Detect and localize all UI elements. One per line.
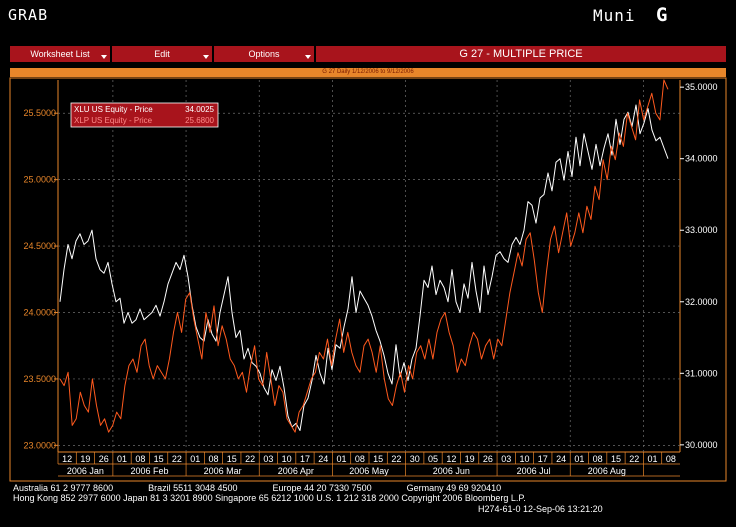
market-sector-label: Muni (593, 6, 636, 25)
function-letter: G (656, 4, 668, 26)
x-day-label: 03 (263, 454, 273, 464)
x-day-label: 15 (373, 454, 383, 464)
x-month-label: 2006 Jun (433, 466, 470, 476)
x-day-label: 01 (337, 454, 347, 464)
left-tick-label: 24.5000 (23, 241, 56, 251)
right-tick-label: 33.0000 (685, 225, 718, 235)
edit-menu[interactable]: Edit (112, 46, 212, 62)
x-month-label: 2006 Apr (278, 466, 314, 476)
right-tick-label: 34.0000 (685, 154, 718, 164)
legend-xlu-value: 34.0025 (185, 105, 214, 114)
legend-xlp-name: XLP US Equity - Price (74, 116, 153, 125)
left-tick-label: 23.0000 (23, 440, 56, 450)
xlu-price-line (59, 104, 669, 431)
x-day-label: 12 (62, 454, 72, 464)
legend-xlu-name: XLU US Equity - Price (74, 105, 153, 114)
footer-line-3: H274-61-0 12-Sep-06 13:21:20 (478, 504, 603, 514)
x-day-label: 19 (465, 454, 475, 464)
x-day-label: 22 (391, 454, 401, 464)
x-month-label: 2006 Jul (517, 466, 551, 476)
x-day-label: 08 (593, 454, 603, 464)
page-title: G 27 - MULTIPLE PRICE (316, 46, 726, 62)
dropdown-arrow-icon (305, 55, 311, 59)
x-month-label: 2006 Jan (67, 466, 104, 476)
legend-box (70, 102, 219, 128)
legend-xlp-value: 25.6800 (185, 116, 214, 125)
x-day-label: 08 (355, 454, 365, 464)
left-tick-label: 23.5000 (23, 374, 56, 384)
footer-line-1: Australia 61 2 9777 8600 Brazil 5511 304… (13, 483, 502, 493)
x-month-label: 2006 Feb (130, 466, 168, 476)
right-tick-label: 31.0000 (685, 368, 718, 378)
x-month-label: 2006 Aug (588, 466, 626, 476)
chart-frame (9, 77, 727, 482)
dropdown-arrow-icon (101, 55, 107, 59)
left-tick-label: 24.0000 (23, 308, 56, 318)
x-month-label: 2006 May (349, 466, 389, 476)
footer-line-2: Hong Kong 852 2977 6000 Japan 81 3 3201 … (13, 493, 526, 503)
x-day-label: 26 (483, 454, 493, 464)
xlp-price-line (59, 79, 669, 433)
x-day-label: 10 (282, 454, 292, 464)
x-day-label: 17 (538, 454, 548, 464)
x-day-label: 10 (519, 454, 529, 464)
x-day-label: 30 (410, 454, 420, 464)
x-day-label: 15 (154, 454, 164, 464)
right-tick-label: 30.0000 (685, 440, 718, 450)
x-day-label: 01 (648, 454, 658, 464)
x-day-label: 03 (501, 454, 511, 464)
x-day-label: 15 (611, 454, 621, 464)
right-tick-label: 32.0000 (685, 297, 718, 307)
x-day-label: 17 (300, 454, 310, 464)
worksheet-list-menu[interactable]: Worksheet List (10, 46, 110, 62)
chart-subtitle: G 27 Daily 1/12/2006 to 9/12/2006 (10, 68, 726, 77)
x-day-label: 08 (666, 454, 676, 464)
left-tick-label: 25.5000 (23, 108, 56, 118)
left-tick-label: 25.0000 (23, 175, 56, 185)
x-day-label: 26 (99, 454, 109, 464)
right-tick-label: 35.0000 (685, 82, 718, 92)
x-day-label: 15 (227, 454, 237, 464)
edit-label: Edit (154, 49, 170, 59)
x-month-label: 2006 Mar (204, 466, 242, 476)
app-code: GRAB (8, 6, 49, 24)
options-label: Options (248, 49, 280, 59)
x-day-label: 01 (190, 454, 200, 464)
x-day-label: 12 (446, 454, 456, 464)
worksheet-list-label: Worksheet List (30, 49, 90, 59)
x-day-label: 05 (428, 454, 438, 464)
x-day-label: 22 (629, 454, 639, 464)
x-day-label: 24 (318, 454, 328, 464)
x-day-label: 19 (80, 454, 90, 464)
x-day-label: 01 (117, 454, 127, 464)
x-day-label: 08 (135, 454, 145, 464)
dropdown-arrow-icon (203, 55, 209, 59)
x-day-label: 08 (208, 454, 218, 464)
x-day-label: 01 (574, 454, 584, 464)
x-day-label: 22 (172, 454, 182, 464)
x-day-label: 22 (245, 454, 255, 464)
x-day-label: 24 (556, 454, 566, 464)
options-menu[interactable]: Options (214, 46, 314, 62)
